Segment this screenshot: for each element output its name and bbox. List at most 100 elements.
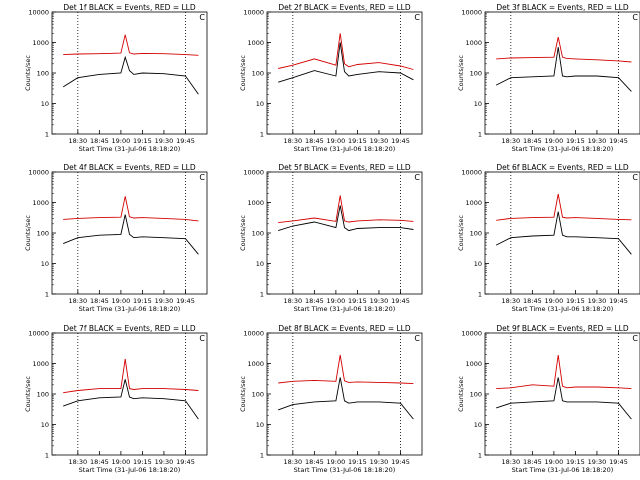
x-tick-label: 18:30 (68, 297, 87, 305)
x-tick-label: 19:45 (609, 297, 628, 305)
y-tick-label: 100 (470, 391, 482, 399)
y-tick-label: 100 (470, 230, 482, 238)
lld-series-line (63, 34, 199, 56)
plot-frame (266, 332, 423, 456)
y-axis-label: Counts/sec (24, 376, 32, 412)
corner-mark: C (199, 173, 205, 182)
y-tick-label: 1000 (247, 39, 264, 47)
plot-frame (51, 11, 208, 135)
corner-mark: C (199, 334, 205, 343)
y-tick-label: 10 (474, 421, 482, 429)
y-axis-label: Counts/sec (24, 55, 32, 91)
x-tick-label: 19:30 (370, 297, 389, 305)
x-tick-label: 19:30 (370, 458, 389, 466)
corner-mark: C (632, 13, 638, 22)
lld-series-line (278, 195, 414, 224)
y-tick-label: 1000 (32, 199, 49, 207)
x-axis-label: Start Time (31-Jul-06 18:18:20) (79, 305, 181, 313)
x-axis-label: Start Time (31-Jul-06 18:18:20) (294, 466, 396, 474)
corner-mark: C (414, 173, 420, 182)
y-tick-label: 10000 (243, 169, 264, 177)
x-tick-label: 19:00 (327, 458, 346, 466)
chart-title: Det 3f BLACK = Events, RED = LLD (496, 3, 629, 12)
y-tick-label: 100 (252, 230, 264, 238)
y-tick-label: 1 (45, 291, 49, 299)
x-tick-label: 19:00 (545, 297, 564, 305)
x-tick-label: 18:30 (283, 297, 302, 305)
x-tick-label: 18:30 (68, 458, 87, 466)
x-axis-label: Start Time (31-Jul-06 18:18:20) (294, 305, 396, 313)
x-tick-label: 18:45 (90, 458, 109, 466)
x-tick-label: 19:45 (176, 458, 195, 466)
y-tick-label: 1000 (32, 39, 49, 47)
y-tick-label: 1 (45, 131, 49, 139)
events-series-line (63, 379, 199, 420)
chart-title: Det 1f BLACK = Events, RED = LLD (63, 3, 196, 12)
y-tick-label: 100 (470, 70, 482, 78)
y-tick-label: 1000 (465, 39, 482, 47)
y-tick-label: 10000 (243, 9, 264, 17)
x-tick-label: 19:15 (133, 297, 152, 305)
lld-series-line (63, 358, 199, 394)
x-tick-label: 18:30 (501, 458, 520, 466)
x-tick-label: 19:15 (133, 458, 152, 466)
x-axis-label: Start Time (31-Jul-06 18:18:20) (79, 145, 181, 153)
x-tick-label: 18:45 (305, 137, 324, 145)
y-tick-label: 10 (256, 421, 264, 429)
y-axis-label: Counts/sec (457, 215, 465, 251)
y-tick-label: 10 (41, 421, 49, 429)
y-axis-label: Counts/sec (239, 215, 247, 251)
y-tick-label: 1 (478, 452, 482, 460)
y-tick-label: 100 (37, 391, 49, 399)
plot-frame (266, 171, 423, 295)
events-series-line (278, 377, 414, 420)
x-tick-label: 19:15 (348, 297, 367, 305)
y-axis-label: Counts/sec (457, 376, 465, 412)
x-tick-label: 19:45 (609, 137, 628, 145)
x-tick-label: 19:30 (588, 137, 607, 145)
x-tick-label: 18:45 (305, 297, 324, 305)
y-tick-label: 10 (474, 100, 482, 108)
lld-series-line (278, 354, 414, 385)
chart-title: Det 5f BLACK = Events, RED = LLD (278, 163, 411, 172)
y-tick-label: 10000 (28, 9, 49, 17)
x-tick-label: 19:45 (391, 458, 410, 466)
y-tick-label: 10000 (28, 169, 49, 177)
events-series-line (495, 47, 632, 92)
x-tick-label: 18:30 (501, 137, 520, 145)
y-axis-label: Counts/sec (24, 215, 32, 251)
x-tick-label: 19:30 (588, 297, 607, 305)
y-tick-label: 1000 (247, 360, 264, 368)
y-tick-label: 1000 (465, 360, 482, 368)
lld-series-line (63, 196, 199, 222)
chart-title: Det 2f BLACK = Events, RED = LLD (278, 3, 411, 12)
x-tick-label: 18:45 (305, 458, 324, 466)
y-tick-label: 1 (478, 291, 482, 299)
x-axis-label: Start Time (31-Jul-06 18:18:20) (79, 466, 181, 474)
y-tick-label: 10000 (461, 9, 482, 17)
x-tick-label: 18:30 (283, 137, 302, 145)
x-tick-label: 19:15 (566, 137, 585, 145)
x-tick-label: 19:00 (327, 297, 346, 305)
y-tick-label: 1 (478, 131, 482, 139)
y-tick-label: 1000 (465, 199, 482, 207)
plot-frame (51, 332, 208, 456)
y-tick-label: 10 (474, 260, 482, 268)
x-axis-label: Start Time (31-Jul-06 18:18:20) (512, 305, 614, 313)
y-tick-label: 100 (37, 230, 49, 238)
x-tick-label: 19:45 (176, 137, 195, 145)
plot-frame (484, 332, 640, 456)
corner-mark: C (632, 173, 638, 182)
y-tick-label: 10 (41, 260, 49, 268)
events-series-line (495, 211, 632, 255)
y-tick-label: 100 (252, 391, 264, 399)
corner-mark: C (632, 334, 638, 343)
x-tick-label: 19:15 (566, 458, 585, 466)
x-tick-label: 18:30 (501, 297, 520, 305)
